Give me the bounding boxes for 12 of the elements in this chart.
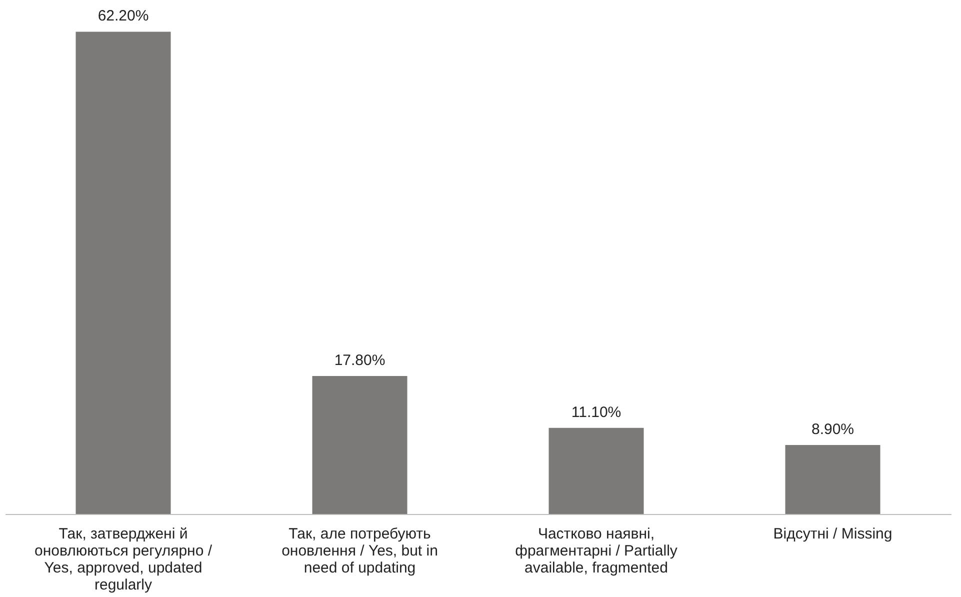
bar	[312, 376, 408, 514]
data-label: 8.90%	[811, 420, 854, 438]
data-label: 62.20%	[98, 8, 149, 25]
bar	[548, 428, 644, 514]
data-label: 17.80%	[334, 352, 386, 369]
x-tick-label: Так, затверджені й оновлюються регулярно / Yes, approved, updated regularly	[34, 526, 213, 594]
x-tick-label: Частково наявні, фрагментарні / Partially available, fragmented	[515, 526, 678, 576]
bar	[785, 444, 880, 514]
bar	[76, 32, 171, 514]
x-tick-label: Так, але потребують оновлення / Yes, but in need of updating	[282, 526, 438, 576]
data-label: 11.10%	[571, 404, 622, 421]
x-tick-label: Відсутні / Missing	[773, 526, 892, 542]
